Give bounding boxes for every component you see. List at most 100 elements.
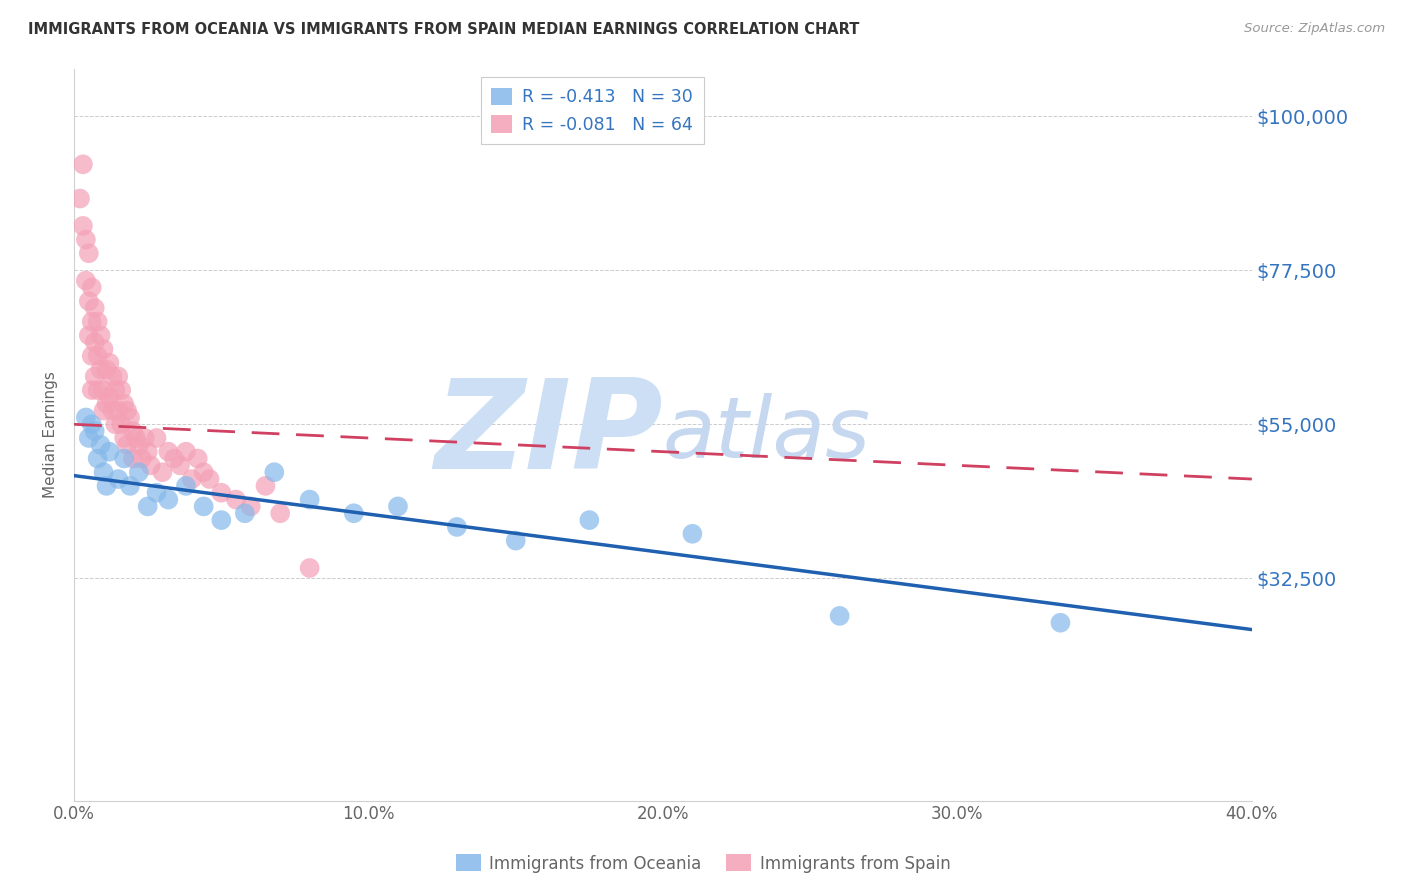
Point — [104, 417, 127, 432]
Point — [134, 431, 156, 445]
Point — [157, 492, 180, 507]
Point — [80, 280, 103, 294]
Point — [446, 520, 468, 534]
Point — [136, 444, 159, 458]
Point — [110, 383, 132, 397]
Point — [193, 500, 215, 514]
Point — [98, 356, 121, 370]
Point — [152, 465, 174, 479]
Point — [139, 458, 162, 473]
Text: ZIP: ZIP — [434, 374, 664, 495]
Point — [86, 383, 108, 397]
Point — [225, 492, 247, 507]
Point — [145, 485, 167, 500]
Point — [209, 513, 232, 527]
Point — [86, 315, 108, 329]
Point — [93, 403, 115, 417]
Point — [80, 349, 103, 363]
Point — [107, 472, 129, 486]
Point — [681, 526, 703, 541]
Point — [343, 506, 366, 520]
Point — [80, 383, 103, 397]
Point — [157, 444, 180, 458]
Point — [96, 362, 118, 376]
Point — [118, 479, 141, 493]
Point — [107, 403, 129, 417]
Point — [77, 328, 100, 343]
Point — [72, 219, 94, 233]
Point — [77, 246, 100, 260]
Point — [93, 383, 115, 397]
Point — [86, 349, 108, 363]
Point — [98, 390, 121, 404]
Point — [77, 294, 100, 309]
Point — [239, 500, 262, 514]
Point — [112, 451, 135, 466]
Point — [254, 479, 277, 493]
Point — [131, 451, 153, 466]
Point — [83, 369, 105, 384]
Point — [298, 561, 321, 575]
Point — [90, 362, 112, 376]
Point — [578, 513, 600, 527]
Point — [269, 506, 291, 520]
Point — [174, 479, 197, 493]
Point — [69, 192, 91, 206]
Y-axis label: Median Earnings: Median Earnings — [44, 371, 58, 498]
Point — [101, 369, 124, 384]
Point — [77, 431, 100, 445]
Point — [75, 410, 97, 425]
Point — [90, 438, 112, 452]
Point — [298, 492, 321, 507]
Point — [122, 451, 145, 466]
Point — [128, 438, 150, 452]
Point — [1049, 615, 1071, 630]
Point — [83, 301, 105, 315]
Point — [145, 431, 167, 445]
Point — [387, 500, 409, 514]
Point — [122, 424, 145, 438]
Point — [505, 533, 527, 548]
Point — [93, 342, 115, 356]
Point — [90, 328, 112, 343]
Point — [101, 403, 124, 417]
Point — [163, 451, 186, 466]
Legend: R = -0.413   N = 30, R = -0.081   N = 64: R = -0.413 N = 30, R = -0.081 N = 64 — [481, 78, 704, 145]
Legend: Immigrants from Oceania, Immigrants from Spain: Immigrants from Oceania, Immigrants from… — [449, 847, 957, 880]
Point — [169, 458, 191, 473]
Point — [115, 403, 138, 417]
Point — [96, 479, 118, 493]
Point — [118, 410, 141, 425]
Text: IMMIGRANTS FROM OCEANIA VS IMMIGRANTS FROM SPAIN MEDIAN EARNINGS CORRELATION CHA: IMMIGRANTS FROM OCEANIA VS IMMIGRANTS FR… — [28, 22, 859, 37]
Point — [112, 397, 135, 411]
Point — [263, 465, 285, 479]
Point — [80, 315, 103, 329]
Point — [828, 608, 851, 623]
Point — [174, 444, 197, 458]
Point — [233, 506, 256, 520]
Point — [75, 233, 97, 247]
Point — [80, 417, 103, 432]
Point — [110, 417, 132, 432]
Point — [93, 465, 115, 479]
Point — [86, 451, 108, 466]
Point — [180, 472, 202, 486]
Point — [128, 465, 150, 479]
Point — [193, 465, 215, 479]
Point — [209, 485, 232, 500]
Point — [136, 500, 159, 514]
Text: Source: ZipAtlas.com: Source: ZipAtlas.com — [1244, 22, 1385, 36]
Point — [115, 438, 138, 452]
Point — [104, 383, 127, 397]
Point — [83, 335, 105, 350]
Point — [75, 274, 97, 288]
Point — [112, 431, 135, 445]
Point — [187, 451, 209, 466]
Point — [96, 397, 118, 411]
Point — [72, 157, 94, 171]
Text: atlas: atlas — [664, 393, 870, 476]
Point — [98, 444, 121, 458]
Point — [107, 369, 129, 384]
Point — [83, 424, 105, 438]
Point — [125, 431, 148, 445]
